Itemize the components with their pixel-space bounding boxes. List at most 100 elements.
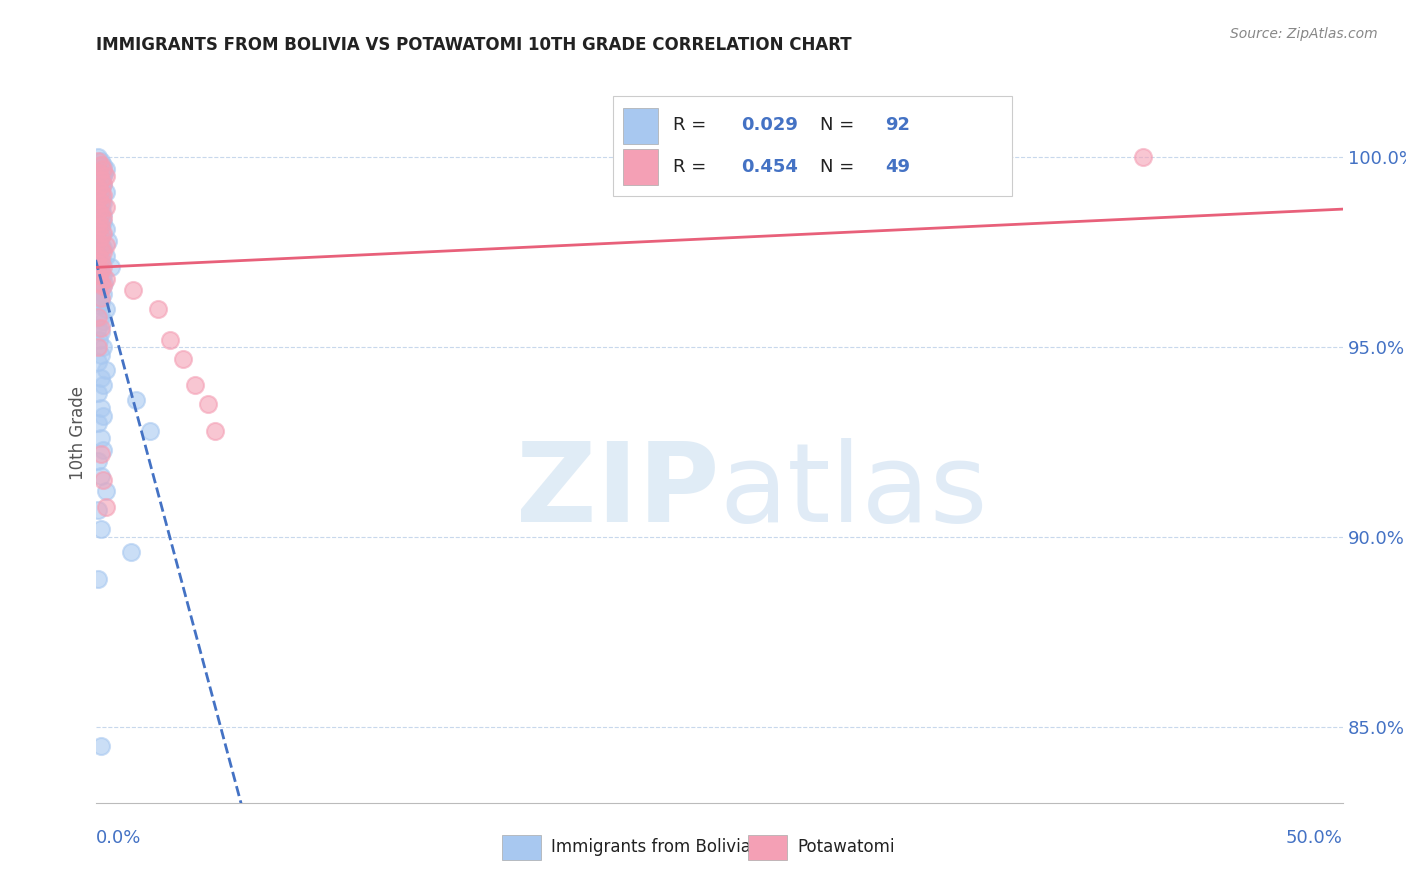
Text: Immigrants from Bolivia: Immigrants from Bolivia [551,838,751,856]
Point [87,207,110,221]
Point [87,215,110,229]
Point [90,257,112,271]
Point [90,291,112,305]
Point [87,298,110,312]
Point [90,188,112,202]
Point [94,500,117,514]
Point [90,219,112,233]
Point [87,215,110,229]
Point [1132,150,1154,164]
Point [94,222,117,236]
Bar [623,108,658,144]
Point [90,158,112,172]
Point [87,192,110,206]
Point [124,393,146,408]
Point [91,227,114,241]
Point [90,237,112,252]
Point [91,260,114,275]
Point [87,195,110,210]
Point [90,180,112,194]
Point [91,169,114,184]
Point [87,154,110,169]
Y-axis label: 10th Grade: 10th Grade [69,385,87,480]
Point [172,351,194,366]
Point [87,222,110,236]
Point [90,165,112,179]
Point [90,185,112,199]
Point [90,230,112,244]
Point [91,340,114,354]
Text: Potawatomi: Potawatomi [797,838,894,856]
Point [97,234,120,248]
Point [100,260,122,275]
Point [91,188,114,202]
Point [94,200,117,214]
Point [90,252,112,267]
Point [91,287,114,301]
Point [91,473,114,487]
Text: ZIP: ZIP [516,438,720,545]
Point [87,572,110,586]
Point [87,234,110,248]
Point [87,173,110,187]
Point [91,378,114,392]
Point [91,207,114,221]
Point [91,313,114,327]
Point [120,545,142,559]
Point [90,200,112,214]
Point [93,165,115,179]
Text: atlas: atlas [720,438,987,545]
Point [91,161,114,176]
Text: R =: R = [673,158,711,176]
Point [89,173,111,187]
Point [87,257,110,271]
Point [87,169,110,184]
Text: Source: ZipAtlas.com: Source: ZipAtlas.com [1230,27,1378,41]
Point [90,211,112,226]
Point [87,203,110,218]
Point [90,325,112,339]
Point [90,177,112,191]
Point [87,180,110,194]
Point [94,484,117,499]
Point [89,222,111,236]
Point [139,424,162,438]
Text: 0.0%: 0.0% [96,830,141,847]
Point [90,523,112,537]
Point [90,294,112,309]
Text: N =: N = [820,116,860,135]
Point [94,169,117,184]
Point [90,207,112,221]
Point [87,177,110,191]
Text: 0.454: 0.454 [741,158,799,176]
Point [87,454,110,468]
Point [87,249,110,263]
Point [91,268,114,282]
Point [159,333,181,347]
Point [87,416,110,430]
Point [90,169,112,184]
Point [87,203,110,218]
Point [87,340,110,354]
Point [90,431,112,445]
Point [87,355,110,369]
Point [87,234,110,248]
Point [90,230,112,244]
Point [90,192,112,206]
FancyBboxPatch shape [613,95,1012,195]
Point [87,385,110,400]
Point [91,409,114,423]
Point [90,252,112,267]
Point [91,242,114,256]
Point [90,446,112,460]
Point [94,249,117,263]
Point [90,321,112,335]
Point [87,150,110,164]
Point [89,242,111,256]
Text: IMMIGRANTS FROM BOLIVIA VS POTAWATOMI 10TH GRADE CORRELATION CHART: IMMIGRANTS FROM BOLIVIA VS POTAWATOMI 10… [96,36,851,54]
Point [91,279,114,293]
Point [89,161,111,176]
Point [89,211,111,226]
Point [197,397,219,411]
Bar [623,149,658,185]
